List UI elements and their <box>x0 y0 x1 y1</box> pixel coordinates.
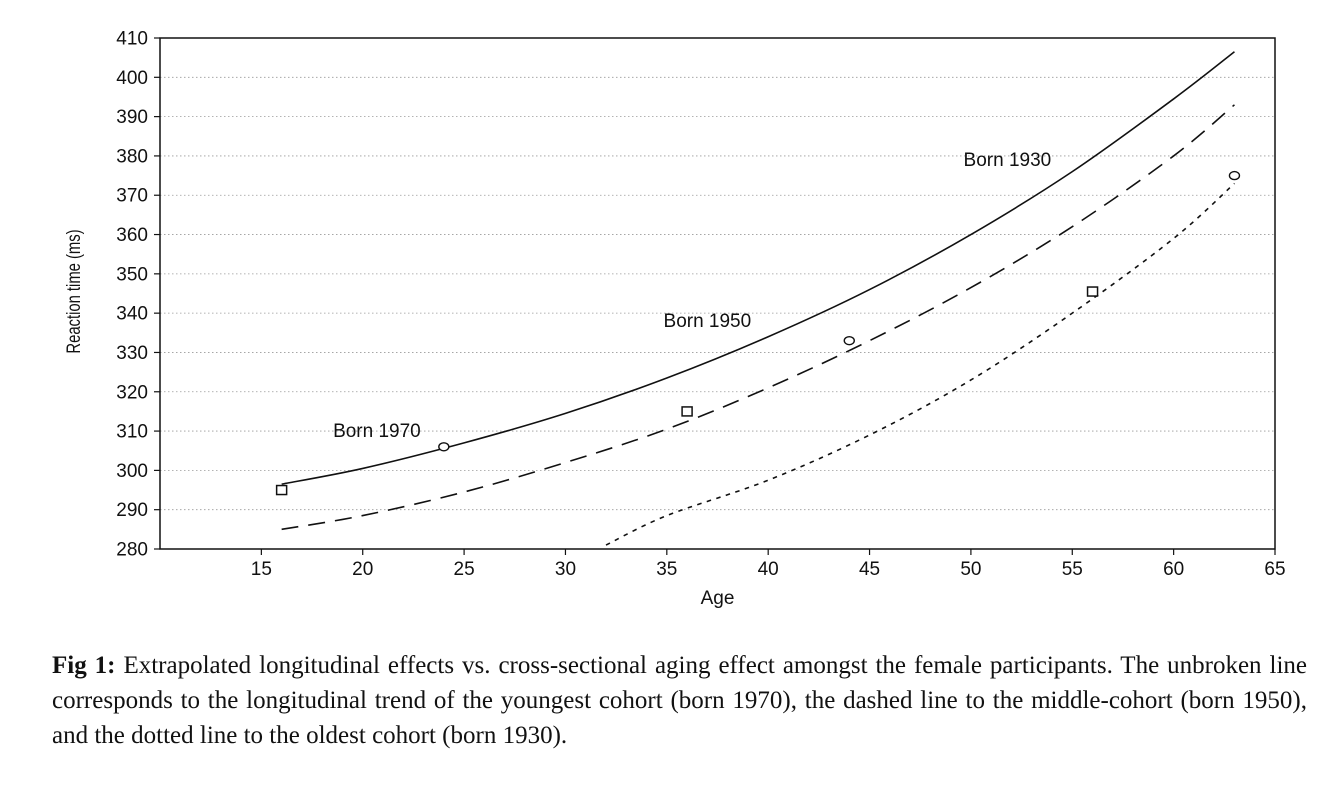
x-tick-label: 30 <box>555 559 576 580</box>
grid-lines <box>160 76 1275 511</box>
y-tick-label: 300 <box>116 461 148 482</box>
y-tick-label: 280 <box>116 540 148 561</box>
label-born-1950: Born 1950 <box>664 311 752 332</box>
y-tick-label: 380 <box>116 146 148 167</box>
y-tick-label: 340 <box>116 304 148 325</box>
x-axis-title: Age <box>701 588 735 609</box>
square-marker <box>275 484 288 496</box>
figure-caption: Fig 1: Extrapolated longitudinal effects… <box>52 648 1307 753</box>
y-axis-title: Reaction time (ms) <box>63 229 84 353</box>
x-tick-label: 45 <box>859 559 880 580</box>
y-tick-label: 290 <box>116 500 148 521</box>
y-tick-label: 410 <box>116 29 148 50</box>
series-line-born-1930 <box>605 182 1235 546</box>
x-tick-label: 20 <box>352 559 373 580</box>
series-lines <box>281 51 1235 546</box>
circle-marker <box>1228 170 1241 181</box>
y-axis-ticks: 280 290 300 310 320 330 340 350 360 370 380 390 400 4… <box>116 29 160 561</box>
y-tick-label: 370 <box>116 186 148 207</box>
square-marker <box>681 406 693 417</box>
caption-label: Fig 1: <box>52 652 116 679</box>
plot-frame <box>159 37 1276 550</box>
y-tick-label: 360 <box>116 225 148 246</box>
x-tick-label: 25 <box>454 559 475 580</box>
x-tick-label: 65 <box>1264 559 1285 580</box>
y-tick-label: 320 <box>116 382 148 403</box>
y-tick-label: 350 <box>116 264 148 285</box>
y-tick-label: 400 <box>116 68 148 89</box>
series-line-born-1970 <box>281 51 1235 485</box>
series-annotations: Born 1970 Born 1950 Born 1930 <box>333 150 1051 442</box>
y-tick-label: 330 <box>116 343 148 364</box>
data-markers <box>275 170 1241 496</box>
series-line-born-1950 <box>281 104 1235 531</box>
label-born-1970: Born 1970 <box>333 421 421 442</box>
x-tick-label: 35 <box>656 559 677 580</box>
y-tick-label: 390 <box>116 107 148 128</box>
x-tick-label: 40 <box>758 559 779 580</box>
x-tick-label: 60 <box>1163 559 1184 580</box>
x-tick-label: 55 <box>1062 559 1083 580</box>
caption-text: Extrapolated longitudinal effects vs. cr… <box>52 652 1307 749</box>
label-born-1930: Born 1930 <box>964 150 1052 171</box>
y-tick-label: 310 <box>116 422 148 443</box>
x-tick-label: 15 <box>251 559 272 580</box>
circle-marker <box>438 442 450 452</box>
circle-marker <box>843 335 855 346</box>
x-tick-label: 50 <box>960 559 981 580</box>
x-axis-ticks: 15 20 25 30 35 40 45 50 55 60 65 <box>251 549 1286 580</box>
reaction-time-chart: 15 20 25 30 35 40 45 50 55 60 65 280 290 300 310 320 33… <box>63 29 1286 610</box>
square-marker <box>1086 286 1099 297</box>
